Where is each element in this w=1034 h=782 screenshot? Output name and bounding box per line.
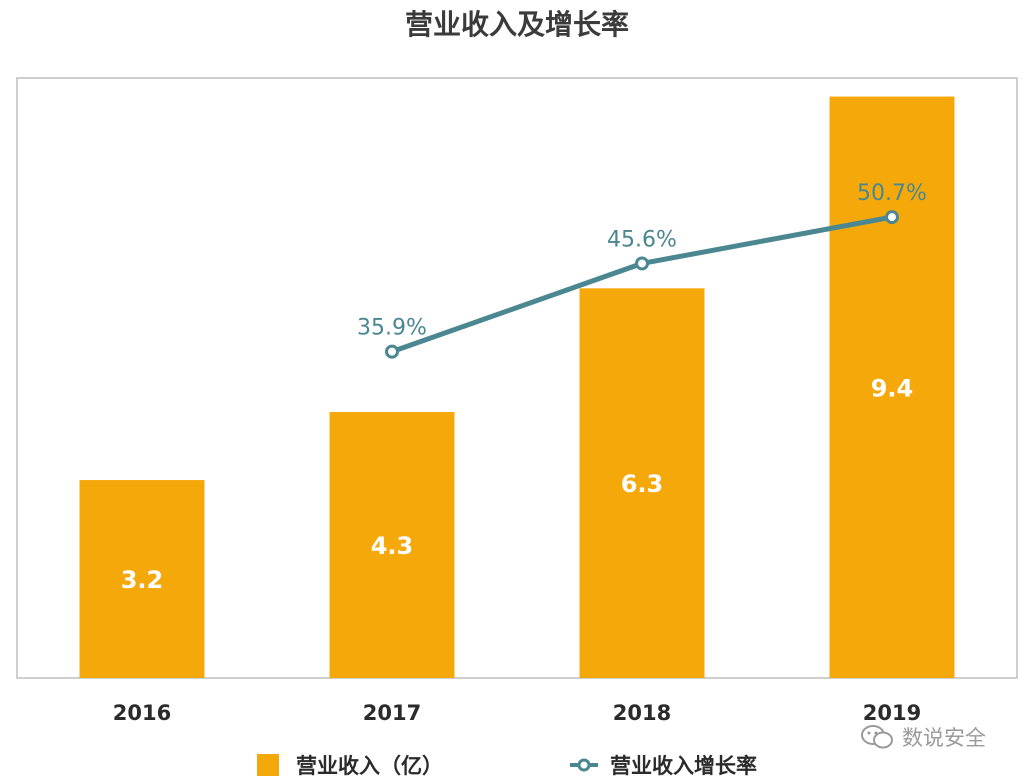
growth-point-2019: [885, 210, 899, 225]
bars-layer: 3.2 4.3 6.3 9.4: [79, 96, 955, 678]
bar-2019: [829, 96, 955, 678]
chart-title: 营业收入及增长率: [405, 8, 629, 41]
bar-data-label: 9.4: [871, 374, 914, 402]
legend-label-bar: 营业收入（亿）: [296, 754, 443, 778]
x-tick-label: 2018: [613, 701, 671, 725]
bar-data-label: 6.3: [621, 470, 664, 498]
line-layer: 35.9% 45.6% 50.7%: [357, 181, 927, 359]
bar-2016: [79, 480, 205, 678]
growth-point-2017: [385, 344, 399, 359]
plot-frame: [16, 77, 1018, 679]
x-axis-ticks: 2016 2017 2018 2019: [113, 701, 921, 725]
wechat-icon: [861, 725, 893, 749]
growth-data-label: 50.7%: [857, 181, 927, 206]
growth-point-2018: [635, 256, 649, 271]
bar-2017: [329, 412, 455, 678]
watermark-text: 数说安全: [902, 726, 986, 750]
legend: 营业收入（亿） 营业收入增长率: [257, 754, 757, 778]
bar-data-label: 4.3: [371, 532, 414, 560]
x-tick-label: 2017: [363, 701, 421, 725]
growth-data-label: 45.6%: [607, 227, 677, 252]
x-tick-label: 2016: [113, 701, 171, 725]
x-tick-label: 2019: [863, 701, 921, 725]
legend-label-line: 营业收入增长率: [610, 754, 757, 778]
growth-data-label: 35.9%: [357, 316, 427, 341]
bar-data-label: 3.2: [121, 566, 164, 594]
legend-swatch-bar: [257, 754, 279, 776]
legend-swatch-marker: [577, 758, 591, 772]
watermark: 数说安全: [860, 722, 986, 752]
bar-2018: [579, 288, 705, 678]
